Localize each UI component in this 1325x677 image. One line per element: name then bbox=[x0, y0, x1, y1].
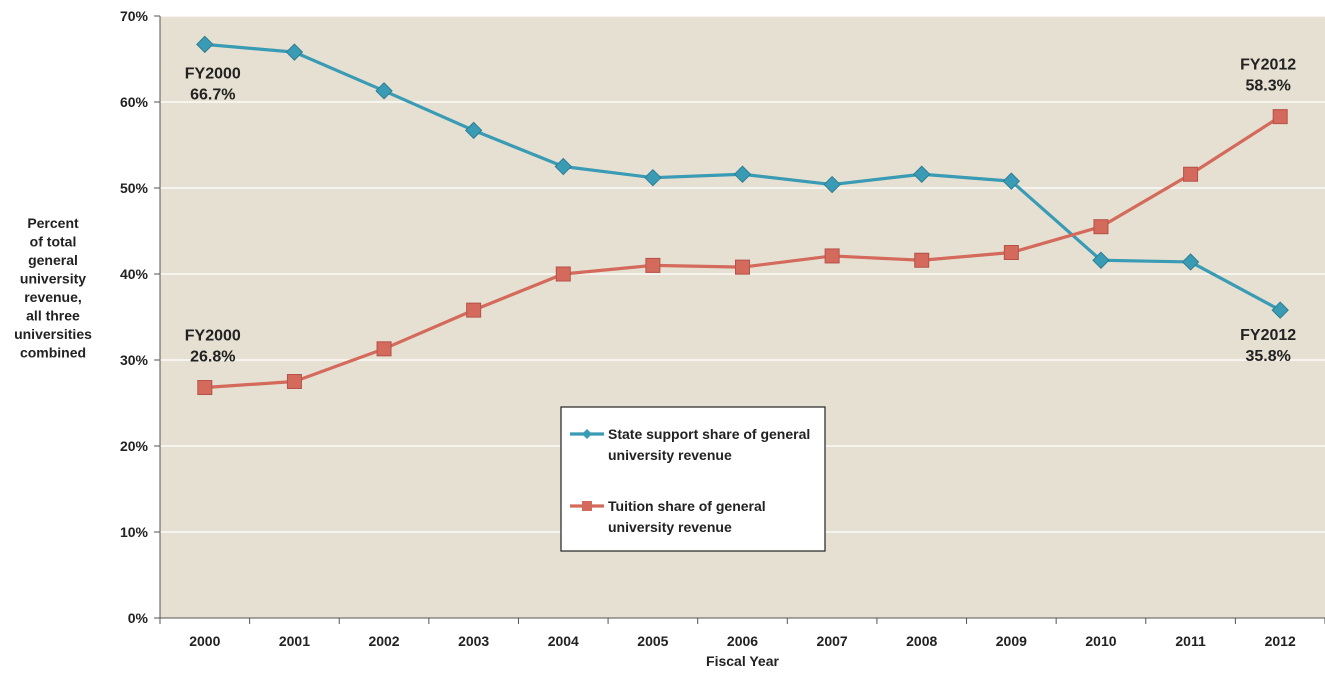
y-tick-label: 50% bbox=[120, 180, 149, 196]
y-axis-title-line: revenue, bbox=[24, 289, 82, 305]
x-tick-label: 2005 bbox=[637, 633, 668, 649]
series-state-support bbox=[196, 35, 1289, 319]
y-tick-label: 70% bbox=[120, 8, 149, 24]
y-tick-label: 30% bbox=[120, 352, 149, 368]
data-point bbox=[554, 157, 572, 176]
data-point bbox=[1002, 172, 1021, 190]
data-point bbox=[1272, 109, 1288, 125]
x-tick-label: 2012 bbox=[1265, 633, 1296, 649]
annotation-label: 26.8% bbox=[190, 349, 235, 366]
annotation-label: 58.3% bbox=[1246, 78, 1291, 95]
y-axis-title-line: general bbox=[28, 252, 78, 268]
x-axis-ticks: 2000 2001 2002 2003 2004 2005 2006 2007 2008 2009… bbox=[159, 618, 1325, 649]
data-point bbox=[1003, 245, 1019, 260]
y-tick-label: 40% bbox=[120, 266, 149, 282]
data-point bbox=[645, 257, 661, 273]
y-axis-title-line: combined bbox=[20, 345, 86, 361]
data-point bbox=[286, 374, 302, 389]
y-tick-label: 0% bbox=[128, 610, 149, 626]
y-axis-title-line: Percent bbox=[27, 215, 79, 231]
legend-label: State support share of general bbox=[608, 426, 810, 442]
annotation-label: 35.8% bbox=[1246, 348, 1291, 365]
legend-marker bbox=[582, 501, 592, 511]
data-point bbox=[823, 175, 841, 194]
legend-box bbox=[560, 406, 826, 552]
annotation-label: FY2012 bbox=[1240, 327, 1296, 344]
x-tick-label: 2004 bbox=[548, 633, 579, 649]
data-point bbox=[466, 302, 482, 318]
data-point bbox=[1181, 253, 1200, 271]
data-point bbox=[376, 341, 392, 357]
x-tick-label: 2011 bbox=[1175, 633, 1206, 649]
x-tick-label: 2002 bbox=[368, 633, 399, 649]
x-tick-label: 2010 bbox=[1085, 633, 1116, 649]
data-point bbox=[824, 248, 840, 264]
y-tick-label: 10% bbox=[120, 524, 149, 540]
y-axis-title: Percent of total general university revenue,… bbox=[14, 215, 92, 361]
data-point bbox=[1183, 166, 1199, 182]
annotation-label: 66.7% bbox=[190, 86, 235, 103]
data-point bbox=[375, 82, 393, 100]
data-point bbox=[733, 165, 752, 183]
x-tick-label: 2003 bbox=[458, 633, 489, 649]
x-axis-title: Fiscal Year bbox=[706, 653, 779, 669]
series-layer bbox=[196, 35, 1289, 396]
legend: State support share of general university… bbox=[560, 406, 826, 552]
x-tick-label: 2006 bbox=[727, 633, 758, 649]
legend-label: Tuition share of general bbox=[608, 498, 766, 514]
x-tick-label: 2000 bbox=[189, 633, 220, 649]
annotation-label: FY2000 bbox=[185, 328, 241, 345]
data-point bbox=[644, 168, 662, 187]
data-point bbox=[1092, 251, 1110, 269]
series-tuition bbox=[197, 109, 1288, 396]
data-point bbox=[735, 259, 750, 275]
axes bbox=[159, 16, 1325, 619]
data-point bbox=[197, 380, 213, 396]
data-point bbox=[464, 121, 483, 140]
y-axis-title-line: universities bbox=[14, 326, 92, 342]
x-tick-label: 2007 bbox=[817, 633, 848, 649]
data-point bbox=[285, 43, 304, 61]
y-tick-label: 60% bbox=[120, 94, 149, 110]
annotation-label: FY2000 bbox=[185, 65, 241, 82]
annotation-label: FY2012 bbox=[1240, 57, 1296, 74]
x-tick-label: 2008 bbox=[906, 633, 937, 649]
y-tick-label: 20% bbox=[120, 438, 149, 454]
data-point bbox=[1093, 219, 1109, 235]
y-axis-title-line: university bbox=[20, 271, 86, 287]
data-point bbox=[1271, 301, 1289, 319]
legend-marker bbox=[582, 429, 592, 439]
y-axis-ticks: 0% 10% 20% 30% 40% 50% 60% 70% bbox=[120, 8, 160, 626]
data-point bbox=[914, 252, 930, 268]
legend-label: university revenue bbox=[608, 447, 732, 463]
y-axis-title-line: of total bbox=[30, 234, 77, 250]
data-point bbox=[913, 165, 931, 183]
data-point bbox=[196, 35, 214, 54]
data-point bbox=[555, 266, 571, 282]
legend-label: university revenue bbox=[608, 519, 732, 535]
annotations: FY2000 66.7% FY2000 26.8% FY2012 58.3% FY2012 3… bbox=[185, 57, 1297, 366]
x-tick-label: 2001 bbox=[279, 633, 310, 649]
x-tick-label: 2009 bbox=[996, 633, 1027, 649]
y-axis-title-line: all three bbox=[26, 308, 80, 324]
